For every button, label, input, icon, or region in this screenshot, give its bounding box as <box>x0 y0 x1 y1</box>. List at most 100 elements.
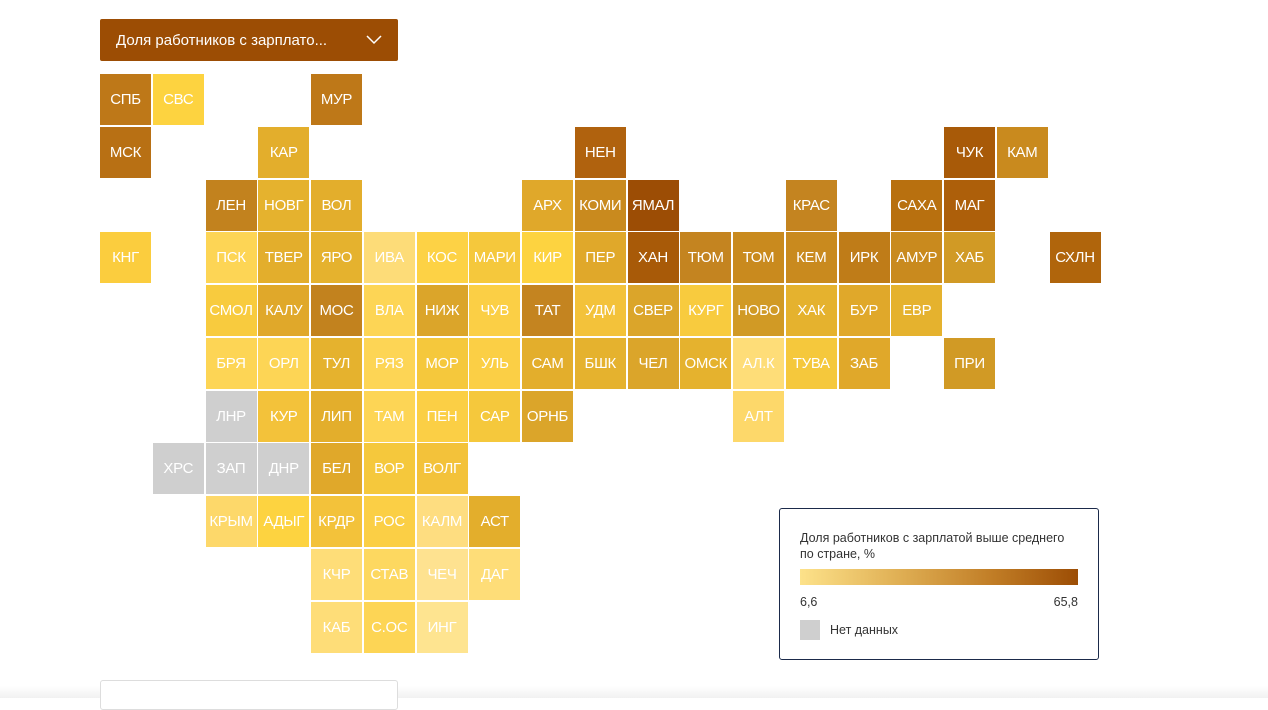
region-tile[interactable]: ВОЛГ <box>416 443 468 495</box>
region-tile[interactable]: ИНГ <box>416 601 468 653</box>
region-tile[interactable]: АСТ <box>469 496 521 547</box>
region-tile[interactable]: ТУЛ <box>311 337 362 389</box>
region-tile[interactable]: ИВА <box>363 232 415 284</box>
region-tile[interactable]: ВОР <box>363 443 415 495</box>
region-tile[interactable]: МОС <box>311 285 362 336</box>
region-tile[interactable]: КАЛМ <box>416 496 468 547</box>
region-tile[interactable]: ЯРО <box>311 232 362 284</box>
region-tile[interactable]: КРАС <box>785 179 837 231</box>
region-tile[interactable]: ЧЕЛ <box>627 337 679 389</box>
region-tile[interactable]: КУР <box>258 390 310 442</box>
region-tile[interactable]: БРЯ <box>205 337 257 389</box>
region-tile[interactable]: ТУВА <box>785 337 837 389</box>
legend-min: 6,6 <box>800 595 818 609</box>
region-tile[interactable]: С.ОС <box>363 601 415 653</box>
region-tile[interactable]: ЕВР <box>891 285 943 336</box>
indicator-dropdown[interactable]: Доля работников с зарплато... <box>100 19 398 61</box>
region-tile[interactable]: ЧУВ <box>469 285 521 336</box>
legend-title: Доля работников с зарплатой выше среднег… <box>800 531 1065 561</box>
region-tile[interactable]: ЧЕЧ <box>416 548 468 600</box>
secondary-dropdown[interactable] <box>100 680 398 710</box>
region-tile[interactable]: ПРИ <box>944 337 995 389</box>
region-tile[interactable]: НЕН <box>574 126 626 178</box>
region-tile[interactable]: САХА <box>891 179 943 231</box>
region-tile[interactable]: ТОМ <box>733 232 784 284</box>
region-tile[interactable]: АРХ <box>522 179 573 231</box>
region-tile[interactable]: БШК <box>574 337 626 389</box>
region-tile[interactable]: ЧУК <box>944 126 995 178</box>
region-tile[interactable]: СМОЛ <box>205 285 257 336</box>
region-tile[interactable]: МАГ <box>944 179 995 231</box>
region-tile[interactable]: ДАГ <box>469 548 521 600</box>
region-tile[interactable]: ИРК <box>838 232 890 284</box>
region-tile[interactable]: УЛЬ <box>469 337 521 389</box>
legend-max: 65,8 <box>1053 595 1078 609</box>
region-tile[interactable]: КРДР <box>311 496 362 547</box>
region-tile[interactable]: КАЛУ <box>258 285 310 336</box>
region-tile[interactable]: КАР <box>258 126 310 178</box>
region-tile[interactable]: ЛЕН <box>205 179 257 231</box>
region-tile[interactable]: КУРГ <box>680 285 732 336</box>
region-tile[interactable]: ХАБ <box>944 232 995 284</box>
region-tile[interactable]: КОМИ <box>574 179 626 231</box>
region-tile[interactable]: МОР <box>416 337 468 389</box>
region-tile[interactable]: СХЛН <box>1049 232 1101 284</box>
region-tile[interactable]: КАБ <box>311 601 362 653</box>
region-tile[interactable]: СВЕР <box>627 285 679 336</box>
region-tile[interactable]: КАМ <box>996 126 1048 178</box>
region-tile[interactable]: КОС <box>416 232 468 284</box>
region-tile[interactable]: ОМСК <box>680 337 732 389</box>
region-tile[interactable]: САР <box>469 390 521 442</box>
region-tile[interactable]: ОРЛ <box>258 337 310 389</box>
region-tile[interactable]: МУР <box>311 74 362 125</box>
region-tile[interactable]: ВЛА <box>363 285 415 336</box>
region-tile[interactable]: ЯМАЛ <box>627 179 679 231</box>
region-tile[interactable]: РЯЗ <box>363 337 415 389</box>
region-tile[interactable]: ДНР <box>258 443 310 495</box>
region-tile[interactable]: НИЖ <box>416 285 468 336</box>
region-tile[interactable]: СВС <box>152 74 204 125</box>
region-tile[interactable]: КРЫМ <box>205 496 257 547</box>
region-tile[interactable]: ХАН <box>627 232 679 284</box>
region-tile[interactable]: КИР <box>522 232 573 284</box>
region-tile[interactable]: АЛТ <box>733 390 784 442</box>
region-tile[interactable]: ХРС <box>152 443 204 495</box>
region-tile[interactable]: ТЮМ <box>680 232 732 284</box>
region-tile[interactable]: ПЕР <box>574 232 626 284</box>
region-tile[interactable]: УДМ <box>574 285 626 336</box>
region-tile[interactable]: СПБ <box>100 74 151 125</box>
region-tile[interactable]: АЛ.К <box>733 337 784 389</box>
legend: Доля работников с зарплатой выше среднег… <box>779 508 1099 660</box>
legend-no-data-label: Нет данных <box>830 623 899 637</box>
region-tile[interactable]: КНГ <box>100 232 151 284</box>
region-tile[interactable]: МСК <box>100 126 151 178</box>
region-tile[interactable]: НОВГ <box>258 179 310 231</box>
region-tile[interactable]: АДЫГ <box>258 496 310 547</box>
legend-no-data-swatch <box>800 620 820 640</box>
region-tile[interactable]: ТАМ <box>363 390 415 442</box>
indicator-dropdown-label: Доля работников с зарплато... <box>116 31 328 49</box>
region-tile[interactable]: АМУР <box>891 232 943 284</box>
region-tile[interactable]: ТВЕР <box>258 232 310 284</box>
region-tile[interactable]: ХАК <box>785 285 837 336</box>
region-tile[interactable]: САМ <box>522 337 573 389</box>
region-tile[interactable]: ЗАБ <box>838 337 890 389</box>
legend-gradient-bar <box>800 569 1078 585</box>
region-tile[interactable]: ВОЛ <box>311 179 362 231</box>
region-tile[interactable]: ОРНБ <box>522 390 573 442</box>
region-tile[interactable]: РОС <box>363 496 415 547</box>
region-tile[interactable]: ЛИП <box>311 390 362 442</box>
region-tile[interactable]: БЕЛ <box>311 443 362 495</box>
region-tile[interactable]: КЧР <box>311 548 362 600</box>
region-tile[interactable]: МАРИ <box>469 232 521 284</box>
region-tile[interactable]: НОВО <box>733 285 784 336</box>
region-tile[interactable]: ЛНР <box>205 390 257 442</box>
chevron-down-icon <box>366 35 382 45</box>
region-tile[interactable]: ПЕН <box>416 390 468 442</box>
region-tile[interactable]: ПСК <box>205 232 257 284</box>
region-tile[interactable]: КЕМ <box>785 232 837 284</box>
region-tile[interactable]: БУР <box>838 285 890 336</box>
region-tile[interactable]: ТАТ <box>522 285 573 336</box>
region-tile[interactable]: СТАВ <box>363 548 415 600</box>
region-tile[interactable]: ЗАП <box>205 443 257 495</box>
